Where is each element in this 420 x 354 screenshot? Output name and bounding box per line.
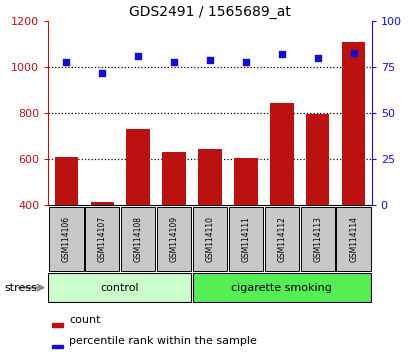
Point — [315, 55, 321, 61]
Bar — [91, 202, 114, 297]
Text: GSM114107: GSM114107 — [98, 216, 107, 262]
Text: count: count — [69, 315, 101, 325]
Point — [350, 50, 357, 55]
Text: GSM114114: GSM114114 — [349, 216, 358, 262]
Bar — [301, 207, 335, 271]
Bar — [49, 207, 84, 271]
Point — [207, 57, 213, 63]
Point — [135, 53, 142, 59]
Text: percentile rank within the sample: percentile rank within the sample — [69, 336, 257, 346]
Bar — [157, 207, 192, 271]
Bar — [198, 149, 222, 297]
Bar — [228, 207, 263, 271]
Bar — [52, 324, 63, 327]
Text: cigarette smoking: cigarette smoking — [231, 282, 332, 293]
Bar — [163, 152, 186, 297]
Text: GSM114108: GSM114108 — [134, 216, 143, 262]
Text: GSM114113: GSM114113 — [313, 216, 322, 262]
Bar — [121, 207, 155, 271]
Bar — [306, 114, 329, 297]
Bar — [193, 207, 227, 271]
Point — [278, 52, 285, 57]
Bar — [336, 207, 371, 271]
Point — [99, 70, 105, 76]
Bar — [48, 273, 192, 302]
Text: control: control — [101, 282, 139, 293]
Bar — [342, 42, 365, 297]
Text: GSM114106: GSM114106 — [62, 216, 71, 262]
Bar — [193, 273, 371, 302]
Bar — [265, 207, 299, 271]
Text: GSM114112: GSM114112 — [277, 216, 286, 262]
Bar — [52, 345, 63, 348]
Bar — [234, 158, 257, 297]
Point — [63, 59, 70, 64]
Title: GDS2491 / 1565689_at: GDS2491 / 1565689_at — [129, 5, 291, 19]
Point — [171, 59, 177, 64]
Text: stress: stress — [4, 282, 37, 293]
Bar — [85, 207, 119, 271]
Text: GSM114111: GSM114111 — [241, 216, 250, 262]
Text: GSM114109: GSM114109 — [170, 216, 178, 262]
Bar — [270, 103, 294, 297]
Bar — [55, 157, 78, 297]
Bar — [126, 130, 150, 297]
Text: GSM114110: GSM114110 — [205, 216, 215, 262]
Point — [243, 59, 249, 64]
